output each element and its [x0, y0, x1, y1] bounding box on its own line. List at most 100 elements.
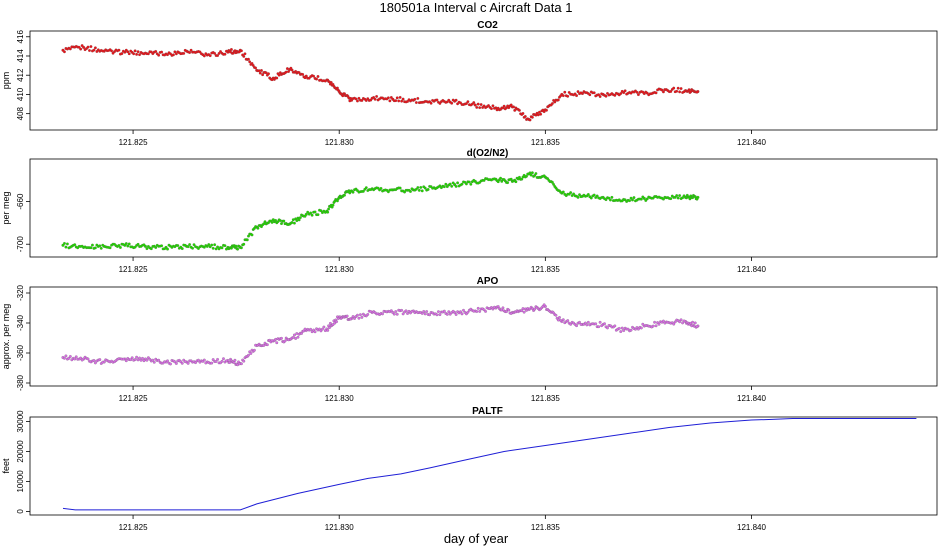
data-point-co2: [613, 93, 617, 97]
data-point-o2n2: [180, 247, 184, 250]
data-point-co2: [397, 99, 401, 103]
data-point-apo: [157, 358, 161, 362]
data-point-co2: [243, 52, 247, 56]
data-point-apo: [681, 321, 684, 325]
data-point-apo: [662, 319, 665, 323]
data-point-apo: [673, 320, 677, 324]
x-tick-label-apo: 121.830: [325, 394, 354, 403]
panels: CO2 121.825 121.830 121.835 121.840 408 410 412…: [1, 20, 938, 532]
data-point-apo: [67, 356, 71, 360]
data-point-apo: [141, 356, 144, 360]
data-point-o2n2: [514, 180, 518, 184]
data-point-apo: [597, 325, 601, 329]
data-point-o2n2: [176, 244, 180, 247]
data-point-o2n2: [211, 246, 215, 250]
data-point-apo: [86, 357, 90, 361]
data-point-apo: [476, 306, 480, 310]
data-point-apo: [438, 313, 442, 316]
data-point-o2n2: [316, 213, 320, 217]
data-point-apo: [101, 360, 105, 364]
data-point-o2n2: [641, 195, 645, 199]
data-point-o2n2: [451, 181, 455, 185]
data-point-co2: [163, 53, 166, 57]
data-point-o2n2: [499, 176, 502, 180]
x-tick-label-co2: 121.830: [325, 138, 354, 147]
data-point-co2: [676, 86, 680, 90]
data-point-apo: [496, 305, 500, 308]
data-point-o2n2: [306, 210, 310, 214]
data-point-apo: [335, 320, 338, 324]
data-point-apo: [672, 322, 676, 326]
data-point-apo: [359, 313, 362, 317]
data-point-apo: [322, 325, 326, 329]
data-point-apo: [389, 309, 393, 313]
data-point-apo: [639, 326, 643, 330]
plot-frame-co2: [29, 30, 938, 131]
data-point-o2n2: [431, 186, 434, 190]
y-tick-label-co2: 412: [16, 68, 25, 82]
data-point-apo: [349, 317, 353, 321]
data-point-apo: [505, 310, 508, 314]
data-point-co2: [660, 88, 664, 92]
data-point-co2: [636, 93, 640, 97]
data-point-co2: [491, 104, 495, 108]
data-point-o2n2: [61, 243, 65, 247]
data-point-co2: [523, 115, 527, 118]
y-tick-label-co2: 414: [16, 49, 25, 63]
x-tick-label-o2n2: 121.835: [531, 265, 560, 274]
data-point-apo: [121, 357, 125, 361]
data-point-apo: [459, 310, 462, 314]
series-line-paltf: [62, 418, 917, 511]
data-point-co2: [454, 98, 458, 102]
data-point-apo: [651, 324, 655, 328]
data-point-apo: [620, 326, 624, 330]
data-point-apo: [501, 306, 505, 310]
x-tick-label-o2n2: 121.825: [119, 265, 148, 274]
y-tick-label-co2: 416: [16, 30, 25, 44]
data-point-co2: [79, 47, 83, 51]
data-point-apo: [437, 310, 440, 314]
data-point-o2n2: [336, 197, 340, 201]
data-point-co2: [336, 88, 340, 92]
data-point-co2: [160, 50, 164, 54]
data-point-apo: [93, 361, 97, 365]
data-point-o2n2: [386, 190, 390, 194]
data-point-o2n2: [263, 220, 267, 224]
data-point-apo: [318, 327, 321, 331]
y-tick-label-paltf: 30000: [16, 410, 25, 433]
data-point-apo: [579, 323, 583, 326]
data-point-o2n2: [681, 196, 684, 200]
data-point-co2: [389, 96, 393, 99]
data-point-apo: [653, 320, 656, 324]
data-point-o2n2: [101, 243, 105, 247]
data-point-o2n2: [80, 244, 84, 248]
data-point-co2: [173, 50, 177, 54]
figure-title: 180501a Interval c Aircraft Data 1: [380, 0, 573, 15]
data-point-o2n2: [236, 247, 240, 251]
data-point-o2n2: [254, 225, 257, 229]
data-point-o2n2: [403, 190, 406, 194]
data-point-co2: [466, 100, 470, 104]
data-point-co2: [127, 52, 131, 56]
data-point-o2n2: [186, 245, 190, 249]
data-point-apo: [472, 309, 476, 313]
data-point-co2: [539, 112, 543, 116]
data-point-o2n2: [426, 188, 430, 191]
data-point-o2n2: [620, 199, 624, 203]
data-point-co2: [63, 50, 66, 54]
data-point-o2n2: [465, 182, 468, 186]
data-point-co2: [92, 48, 96, 52]
data-point-o2n2: [444, 182, 448, 186]
data-point-apo: [180, 361, 184, 365]
data-point-apo: [594, 322, 598, 326]
data-point-o2n2: [442, 185, 446, 189]
data-point-co2: [567, 91, 571, 94]
data-point-o2n2: [327, 207, 331, 211]
data-point-o2n2: [682, 194, 686, 198]
data-point-o2n2: [561, 190, 565, 194]
data-point-o2n2: [520, 177, 524, 181]
data-point-apo: [166, 359, 169, 363]
data-point-apo: [270, 339, 274, 343]
data-point-o2n2: [108, 246, 112, 250]
